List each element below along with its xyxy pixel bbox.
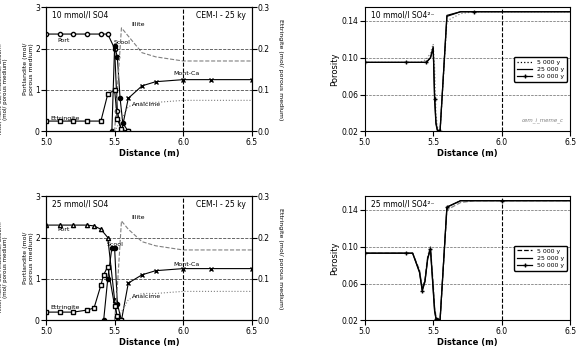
Y-axis label: Ettringite (mol/ porous medium): Ettringite (mol/ porous medium) xyxy=(278,208,283,309)
X-axis label: Distance (m): Distance (m) xyxy=(437,339,498,347)
Y-axis label: Ettringite (mol/ porous medium): Ettringite (mol/ porous medium) xyxy=(278,19,283,120)
Text: Illite: Illite xyxy=(131,22,145,27)
Text: Illite, Mont-Ca, Analcime, Scool…
(mol/ porous medium): Illite, Mont-Ca, Analcime, Scool… (mol/ … xyxy=(0,43,8,135)
Text: 25 mmol/l SO4²⁻: 25 mmol/l SO4²⁻ xyxy=(371,200,434,209)
Text: Scool: Scool xyxy=(107,242,123,247)
Text: 10 mmol/l SO4: 10 mmol/l SO4 xyxy=(52,11,109,20)
Text: Port: Port xyxy=(57,38,70,43)
Legend: 5 000 y, 25 000 y, 50 000 y: 5 000 y, 25 000 y, 50 000 y xyxy=(514,57,567,82)
Legend: 5 000 y, 25 000 y, 50 000 y: 5 000 y, 25 000 y, 50 000 y xyxy=(514,246,567,271)
Text: Analcime: Analcime xyxy=(132,102,161,107)
Y-axis label: Porosity: Porosity xyxy=(329,241,339,275)
Y-axis label: Porosity: Porosity xyxy=(329,53,339,86)
Text: Port: Port xyxy=(57,227,70,232)
Text: CEM-I - 25 ky: CEM-I - 25 ky xyxy=(196,200,245,209)
Text: Mont-Ca: Mont-Ca xyxy=(173,72,200,77)
Text: Scool: Scool xyxy=(113,41,130,46)
Y-axis label: Portlandite (mol/
porous medium): Portlandite (mol/ porous medium) xyxy=(23,43,33,95)
X-axis label: Distance (m): Distance (m) xyxy=(437,150,498,158)
Text: Ettringite: Ettringite xyxy=(50,305,79,310)
Text: 10 mmol/l SO4²⁻: 10 mmol/l SO4²⁻ xyxy=(371,11,434,20)
X-axis label: Distance (m): Distance (m) xyxy=(119,150,179,158)
Text: Mont-Ca: Mont-Ca xyxy=(173,262,200,267)
Text: Illite: Illite xyxy=(131,215,145,220)
Text: 25 mmol/l SO4: 25 mmol/l SO4 xyxy=(52,200,109,209)
Text: cem_i_meme_c: cem_i_meme_c xyxy=(522,117,564,123)
Text: Illite, Mont-Ca, Analcime, Scool…
(mol/ porous medium): Illite, Mont-Ca, Analcime, Scool… (mol/ … xyxy=(0,221,8,313)
Text: Ettringite: Ettringite xyxy=(50,116,79,121)
Y-axis label: Portlandite (mol/
porous medium): Portlandite (mol/ porous medium) xyxy=(23,232,33,284)
X-axis label: Distance (m): Distance (m) xyxy=(119,339,179,347)
Text: CEM-I - 25 ky: CEM-I - 25 ky xyxy=(196,11,245,20)
Text: Analcime: Analcime xyxy=(132,294,161,299)
